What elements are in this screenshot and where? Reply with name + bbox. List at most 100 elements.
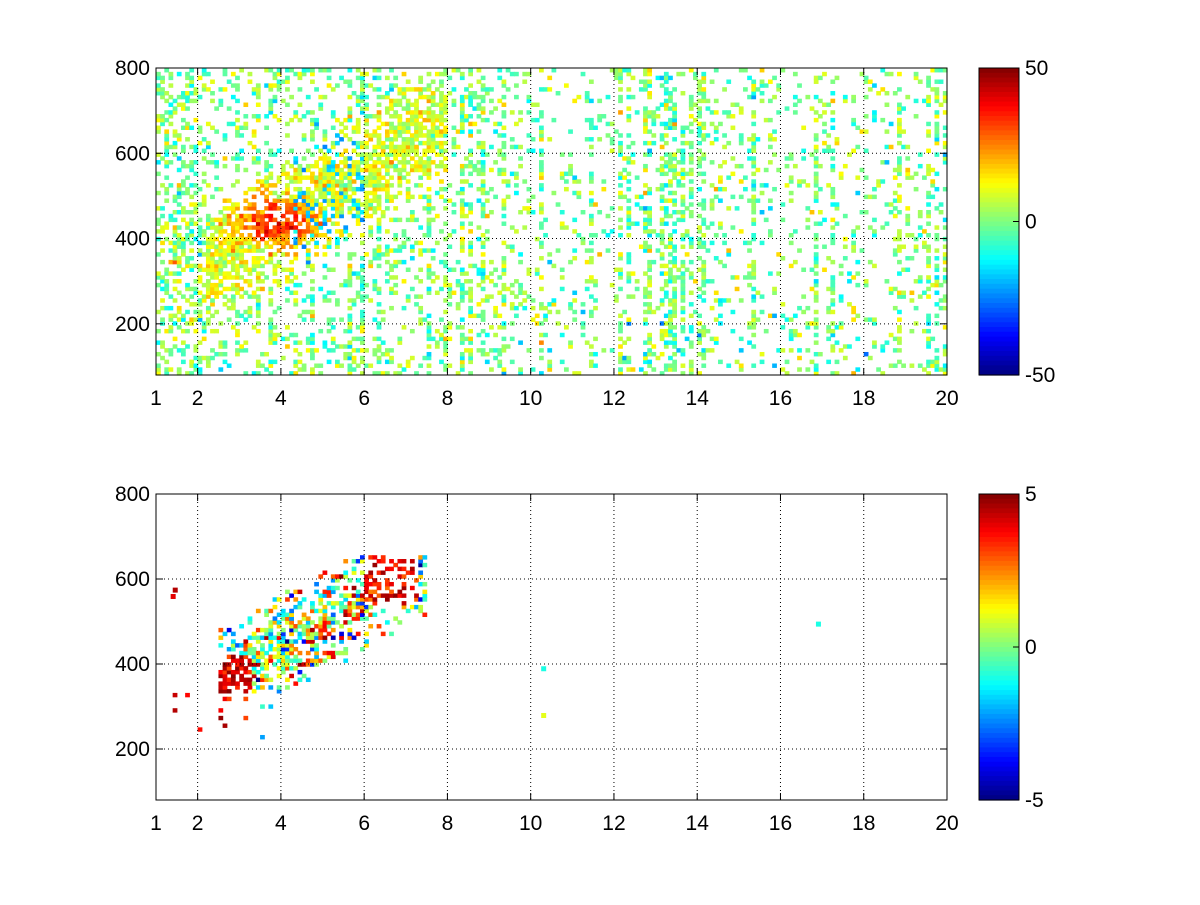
heatmap-cell <box>201 87 207 92</box>
heatmap-cell <box>222 359 228 365</box>
heatmap-cell <box>688 275 694 280</box>
heatmap-cell <box>347 631 353 637</box>
heatmap-cell <box>464 94 469 100</box>
heatmap-cell <box>688 367 694 372</box>
heatmap-cell <box>509 71 515 77</box>
heatmap-cell <box>422 117 428 123</box>
heatmap-cell <box>226 248 232 253</box>
heatmap-cell <box>201 336 207 342</box>
heatmap-cell <box>663 106 669 111</box>
colorbar-segment <box>979 560 1019 567</box>
heatmap-cell <box>343 647 349 652</box>
heatmap-cell <box>826 256 832 261</box>
heatmap-cell <box>863 79 869 84</box>
heatmap-cell <box>913 279 919 284</box>
heatmap-cell <box>185 94 190 100</box>
heatmap-cell <box>289 244 294 249</box>
heatmap-cell <box>272 616 278 621</box>
heatmap-cell <box>905 94 911 100</box>
heatmap-cell <box>851 121 857 127</box>
heatmap-cell <box>347 271 353 276</box>
heatmap-cell <box>680 202 686 207</box>
heatmap-cell <box>541 666 547 672</box>
heatmap-cell <box>160 355 165 361</box>
heatmap-cell <box>355 290 361 296</box>
heatmap-cell <box>310 286 315 292</box>
heatmap-cell <box>626 256 632 261</box>
heatmap-cell <box>260 643 265 648</box>
heatmap-cell <box>884 279 890 284</box>
heatmap-cell <box>364 175 369 180</box>
heatmap-cell <box>439 152 444 157</box>
heatmap-cell <box>539 114 544 119</box>
heatmap-cell <box>372 371 378 376</box>
heatmap-cell <box>647 302 653 307</box>
heatmap-cell <box>293 114 299 119</box>
heatmap-cell <box>676 148 682 154</box>
heatmap-cell <box>176 290 182 296</box>
heatmap-cell <box>310 206 315 211</box>
heatmap-cell <box>268 83 274 88</box>
heatmap-cell <box>351 359 357 365</box>
heatmap-cell <box>330 213 336 219</box>
heatmap-cell <box>726 140 732 146</box>
heatmap-cell <box>697 336 702 342</box>
heatmap-cell <box>426 83 432 88</box>
heatmap-cell <box>788 348 794 353</box>
heatmap-cell <box>813 221 819 226</box>
heatmap-cell <box>301 616 307 621</box>
heatmap-cell <box>917 209 923 215</box>
heatmap-cell <box>897 125 902 130</box>
heatmap-cell <box>913 114 919 119</box>
x-tick-label: 8 <box>442 387 454 410</box>
heatmap-cell <box>156 371 161 376</box>
heatmap-cell <box>322 152 328 157</box>
heatmap-cell <box>447 183 453 188</box>
heatmap-cell <box>243 225 249 230</box>
heatmap-cell <box>701 94 707 100</box>
heatmap-cell <box>210 160 215 165</box>
heatmap-cell <box>751 140 757 146</box>
heatmap-cell <box>176 371 182 376</box>
heatmap-cell <box>588 351 594 357</box>
heatmap-cell <box>180 348 186 353</box>
heatmap-cell <box>239 662 245 667</box>
heatmap-cell <box>497 275 503 280</box>
heatmap-cell <box>285 658 290 663</box>
heatmap-cell <box>414 183 419 188</box>
heatmap-cell <box>522 225 528 230</box>
heatmap-cell <box>443 106 449 111</box>
heatmap-cell <box>326 620 332 625</box>
heatmap-cell <box>251 156 257 161</box>
heatmap-cell <box>172 321 178 326</box>
heatmap-cell <box>497 351 503 357</box>
heatmap-cell <box>293 666 299 671</box>
heatmap-cell <box>930 179 936 184</box>
heatmap-cell <box>160 114 165 119</box>
heatmap-cell <box>347 608 353 614</box>
heatmap-cell <box>813 332 819 338</box>
heatmap-cell <box>501 267 507 272</box>
heatmap-cell <box>197 317 203 322</box>
heatmap-cell <box>439 106 444 111</box>
heatmap-cell <box>222 240 228 246</box>
heatmap-cell <box>426 114 432 119</box>
heatmap-cell <box>293 71 299 77</box>
colorbar-segment <box>979 322 1019 328</box>
heatmap-cell <box>867 79 873 84</box>
heatmap-cell <box>539 175 544 180</box>
heatmap-cell <box>397 117 403 123</box>
heatmap-cell <box>384 171 390 177</box>
colorbar-segment <box>979 221 1019 227</box>
heatmap-cell <box>464 279 469 284</box>
heatmap-cell <box>942 91 948 96</box>
heatmap-cell <box>222 198 228 203</box>
heatmap-cell <box>255 117 261 123</box>
heatmap-cell <box>393 263 399 269</box>
heatmap-cell <box>651 114 657 119</box>
heatmap-cell <box>310 68 315 73</box>
heatmap-cell <box>355 202 361 207</box>
heatmap-cell <box>230 282 236 288</box>
heatmap-cell <box>322 608 328 614</box>
heatmap-cell <box>285 236 290 242</box>
